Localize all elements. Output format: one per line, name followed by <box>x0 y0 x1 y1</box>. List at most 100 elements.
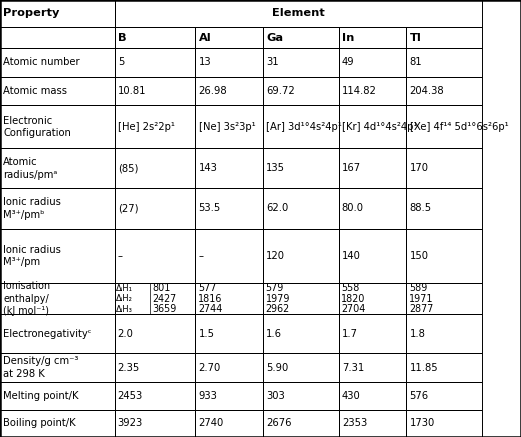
Text: 81: 81 <box>410 57 422 67</box>
Bar <box>339 382 406 409</box>
Text: 13: 13 <box>199 57 211 67</box>
Text: 2.70: 2.70 <box>199 363 221 373</box>
Bar <box>115 77 195 105</box>
Bar <box>115 48 195 77</box>
Bar <box>0 283 115 315</box>
Text: 2427: 2427 <box>152 294 177 304</box>
Text: 140: 140 <box>342 251 361 261</box>
Text: 801: 801 <box>152 283 170 293</box>
Bar <box>263 188 339 229</box>
Bar <box>115 188 195 229</box>
Bar <box>263 48 339 77</box>
Bar <box>406 105 482 148</box>
Bar <box>195 77 263 105</box>
Bar <box>339 354 406 382</box>
Text: 3923: 3923 <box>118 418 143 428</box>
Bar <box>195 382 263 409</box>
Bar <box>263 77 339 105</box>
Text: In: In <box>342 32 354 42</box>
Text: 558: 558 <box>341 283 359 293</box>
Bar <box>263 283 339 315</box>
Text: 2744: 2744 <box>198 304 222 314</box>
Bar <box>195 283 263 315</box>
Bar <box>0 382 115 409</box>
Text: Element: Element <box>272 8 325 18</box>
Bar <box>195 409 263 437</box>
Text: 143: 143 <box>199 163 217 173</box>
Bar <box>339 188 406 229</box>
Text: ΔᵢH₁: ΔᵢH₁ <box>116 284 133 293</box>
Bar <box>263 382 339 409</box>
Text: Density/g cm⁻³
at 298 K: Density/g cm⁻³ at 298 K <box>3 357 79 379</box>
Text: 204.38: 204.38 <box>410 86 444 96</box>
Text: Electronegativityᶜ: Electronegativityᶜ <box>3 329 92 339</box>
Text: Ga: Ga <box>266 32 283 42</box>
Text: 1820: 1820 <box>341 294 366 304</box>
Text: 31: 31 <box>266 57 279 67</box>
Text: 2676: 2676 <box>266 418 292 428</box>
Text: 1730: 1730 <box>410 418 435 428</box>
Bar <box>115 382 195 409</box>
Bar <box>263 27 339 48</box>
Text: Boiling point/K: Boiling point/K <box>3 418 76 428</box>
Bar <box>0 27 115 48</box>
Text: 1.6: 1.6 <box>266 329 282 339</box>
Bar <box>0 229 115 283</box>
Bar <box>115 27 195 48</box>
Text: 10.81: 10.81 <box>118 86 146 96</box>
Text: 1816: 1816 <box>198 294 222 304</box>
Text: Ionisation
enthalpy/
(kJ mol⁻¹): Ionisation enthalpy/ (kJ mol⁻¹) <box>3 281 50 316</box>
Text: 5.90: 5.90 <box>266 363 289 373</box>
Text: Electronic
Configuration: Electronic Configuration <box>3 116 71 138</box>
Bar <box>0 77 115 105</box>
Text: 303: 303 <box>266 391 285 401</box>
Bar <box>115 0 482 27</box>
Text: Atomic mass: Atomic mass <box>3 86 67 96</box>
Bar <box>263 105 339 148</box>
Text: 2.35: 2.35 <box>118 363 140 373</box>
Bar <box>115 409 195 437</box>
Text: 1.5: 1.5 <box>199 329 215 339</box>
Text: [Xe] 4f¹⁴ 5d¹°6s²6p¹: [Xe] 4f¹⁴ 5d¹°6s²6p¹ <box>410 122 508 132</box>
Text: 7.31: 7.31 <box>342 363 364 373</box>
Bar <box>406 283 482 315</box>
Bar <box>0 48 115 77</box>
Text: 5: 5 <box>118 57 124 67</box>
Bar <box>195 229 263 283</box>
Bar <box>406 148 482 188</box>
Bar <box>195 188 263 229</box>
Text: 2353: 2353 <box>342 418 367 428</box>
Text: B: B <box>118 32 127 42</box>
Bar <box>0 315 115 354</box>
Bar <box>115 354 195 382</box>
Text: [Kr] 4d¹°4s²4p¹: [Kr] 4d¹°4s²4p¹ <box>342 122 417 132</box>
Text: 62.0: 62.0 <box>266 204 289 214</box>
Bar <box>115 148 195 188</box>
Text: 69.72: 69.72 <box>266 86 295 96</box>
Text: 2962: 2962 <box>266 304 290 314</box>
Bar <box>195 315 263 354</box>
Bar <box>263 148 339 188</box>
Bar <box>263 229 339 283</box>
Text: 26.98: 26.98 <box>199 86 227 96</box>
Text: ΔᵢH₃: ΔᵢH₃ <box>116 305 133 314</box>
Bar <box>406 48 482 77</box>
Bar <box>339 105 406 148</box>
Text: 88.5: 88.5 <box>410 204 431 214</box>
Text: 167: 167 <box>342 163 361 173</box>
Bar <box>0 0 115 27</box>
Text: 430: 430 <box>342 391 361 401</box>
Text: 120: 120 <box>266 251 285 261</box>
Text: Property: Property <box>3 8 59 18</box>
Text: 2877: 2877 <box>409 304 433 314</box>
Bar <box>339 148 406 188</box>
Bar <box>406 315 482 354</box>
Bar <box>406 409 482 437</box>
Text: (27): (27) <box>118 204 138 214</box>
Bar <box>263 315 339 354</box>
Text: 933: 933 <box>199 391 217 401</box>
Text: 577: 577 <box>198 283 216 293</box>
Text: Atomic number: Atomic number <box>3 57 80 67</box>
Text: 2453: 2453 <box>118 391 143 401</box>
Text: [Ar] 3d¹°4s²4p¹: [Ar] 3d¹°4s²4p¹ <box>266 122 342 132</box>
